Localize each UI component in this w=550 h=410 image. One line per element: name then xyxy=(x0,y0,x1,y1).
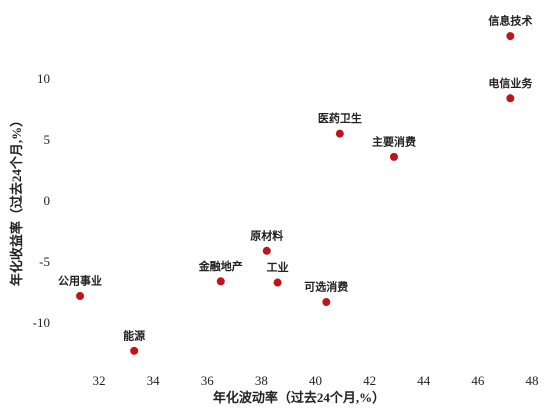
point xyxy=(76,291,85,300)
point-label: 主要消费 xyxy=(372,134,416,148)
x-tick-label: 46 xyxy=(471,373,485,388)
point-label: 公用事业 xyxy=(58,273,102,287)
point-label: 原材料 xyxy=(250,228,283,242)
x-tick-label: 40 xyxy=(309,373,322,388)
point xyxy=(322,298,331,307)
point xyxy=(130,346,139,355)
y-tick-label: 10 xyxy=(37,71,50,86)
x-tick-label: 34 xyxy=(147,373,161,388)
point xyxy=(389,152,398,161)
x-tick-label: 44 xyxy=(417,373,431,388)
x-tick-label: 32 xyxy=(92,373,105,388)
x-axis-title: 年化波动率（过去24个月,%） xyxy=(213,390,385,405)
point xyxy=(262,246,271,255)
point xyxy=(216,277,225,286)
point-label: 金融地产 xyxy=(198,259,243,273)
point xyxy=(506,32,515,41)
point-label: 可选消费 xyxy=(304,280,348,294)
y-tick-label: 5 xyxy=(44,132,51,147)
x-tick-label: 36 xyxy=(201,373,215,388)
point-label: 医药卫生 xyxy=(318,111,362,125)
point xyxy=(335,129,344,138)
point-label: 工业 xyxy=(267,260,289,274)
point xyxy=(273,278,282,287)
point xyxy=(506,94,515,103)
point-label: 电信业务 xyxy=(488,76,533,90)
x-tick-label: 38 xyxy=(255,373,268,388)
x-tick-label: 42 xyxy=(363,373,376,388)
point-label: 信息技术 xyxy=(488,14,532,28)
y-tick-label: -5 xyxy=(39,254,50,269)
y-tick-label: 0 xyxy=(44,193,51,208)
y-tick-label: -10 xyxy=(33,315,50,330)
x-tick-label: 48 xyxy=(525,373,538,388)
y-axis-title: 年化收益率（过去24个月,%） xyxy=(9,114,24,286)
point-label: 能源 xyxy=(123,328,145,342)
